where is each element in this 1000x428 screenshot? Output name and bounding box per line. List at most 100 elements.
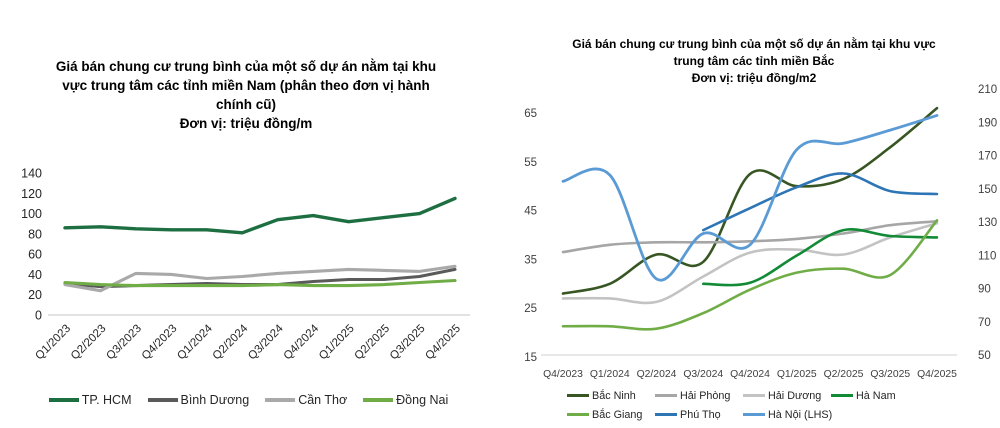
legend-item-Phú Thọ: Phú Thọ — [655, 405, 743, 424]
plot-area-south: 020406080100120140Q1/2023Q2/2023Q3/2023Q… — [21, 166, 470, 363]
legend-north: Bắc Ninh Hải Phòng Hải Dương Hà Nam Bắc Gian… — [567, 386, 967, 424]
legend-item-Hà Nội (LHS): Hà Nội (LHS) — [743, 405, 833, 424]
plot-area-north: 15 25 35 45 55 65 50 70 90 110 130 150 170 190 210 Q4/2… — [524, 84, 997, 380]
y-axis-left-tick-label: 65 — [524, 108, 537, 120]
x-axis-tick-label: Q3/2023 — [104, 323, 144, 363]
legend-swatch-Cần Thơ — [265, 398, 296, 402]
legend-item-Hà Nam: Hà Nam — [831, 386, 919, 405]
y-axis-right-tick-label: 70 — [978, 317, 991, 329]
y-axis-right-tick-label: 170 — [978, 151, 997, 163]
legend-label: Bắc Ninh — [592, 389, 636, 402]
legend-item-TP. HCM: TP. HCM — [48, 393, 132, 407]
series-line-Đồng Nai — [63, 278, 457, 288]
legend-swatch-TP. HCM — [48, 398, 79, 402]
x-axis-tick-label: Q3/2024 — [683, 369, 723, 380]
chart-south-title-block: Giá bán chung cư trung bình của một số d… — [52, 57, 440, 134]
legend-item-Cần Thơ: Cần Thơ — [265, 393, 347, 407]
x-axis-tick-label: Q4/2025 — [917, 369, 957, 380]
x-axis-tick-label: Q4/2023 — [543, 369, 583, 380]
legend-swatch-Bắc Ninh — [567, 394, 589, 397]
x-axis-tick-label: Q1/2024 — [590, 369, 630, 380]
chart-unit-label: Đơn vị: triệu đồng/m2 — [691, 71, 817, 86]
y-axis-right-tick-label: 90 — [978, 284, 991, 296]
x-axis-tick-label: Q2/2025 — [824, 369, 864, 380]
x-axis-tick-label: Q3/2025 — [388, 323, 428, 363]
y-axis-tick-label: 100 — [21, 207, 42, 221]
legend-label: Bắc Giang — [592, 408, 643, 421]
legend-label: Hải Phòng — [680, 389, 731, 402]
y-axis-right-tick-label: 210 — [978, 84, 997, 96]
y-axis-left-tick-label: 25 — [524, 303, 537, 315]
series-line-Hà Nam — [701, 228, 939, 287]
x-axis-tick-label: Q4/2023 — [140, 323, 180, 363]
series-line-Bắc Ninh — [561, 106, 939, 295]
x-axis-tick-label: Q3/2025 — [870, 369, 910, 380]
series-line-Bắc Giang — [561, 219, 939, 331]
legend-item-Hải Dương: Hải Dương — [743, 386, 831, 405]
y-axis-tick-label: 120 — [21, 187, 42, 201]
legend-item-Bình Dương: Bình Dương — [147, 393, 250, 407]
legend-swatch-Bắc Giang — [567, 413, 589, 416]
legend-item-Bắc Ninh: Bắc Ninh — [567, 386, 655, 405]
y-axis-right-tick-label: 150 — [978, 184, 997, 196]
legend-label: Hải Dương — [768, 389, 822, 402]
series-line-Cần Thơ — [63, 264, 457, 293]
x-axis-tick-label: Q2/2025 — [352, 323, 392, 363]
legend-item-Đồng Nai: Đồng Nai — [363, 393, 448, 407]
y-axis-left-tick-label: 15 — [524, 352, 537, 364]
y-axis-tick-label: 40 — [28, 268, 42, 282]
y-axis-right-tick-label: 110 — [978, 250, 996, 262]
series-line-Hà Nội (LHS) — [561, 114, 939, 282]
x-axis-tick-label: Q1/2025 — [317, 323, 357, 363]
x-axis-tick-label: Q1/2024 — [175, 322, 215, 362]
legend-item-Hải Phòng: Hải Phòng — [655, 386, 743, 405]
series-line-Hải Phòng — [561, 220, 939, 254]
legend-label: Bình Dương — [180, 393, 250, 407]
legend-swatch-Hải Phòng — [655, 394, 677, 397]
x-axis-tick-label: Q2/2024 — [211, 322, 251, 362]
legend-swatch-Hà Nội (LHS) — [743, 413, 765, 416]
legend-label: Phú Thọ — [680, 408, 721, 421]
x-axis-tick-label: Q1/2025 — [777, 369, 817, 380]
y-axis-right-tick-label: 190 — [978, 117, 997, 129]
legend-label: Hà Nam — [856, 389, 896, 402]
y-axis-tick-label: 140 — [21, 166, 42, 180]
y-axis-left-tick-label: 45 — [524, 206, 537, 218]
x-axis-tick-label: Q4/2024 — [730, 369, 770, 380]
x-axis-tick-label: Q4/2024 — [282, 322, 322, 362]
chart-north-region: Giá bán chung cư trung bình của một số d… — [497, 0, 1000, 428]
legend-label: TP. HCM — [81, 393, 132, 407]
legend-swatch-Hải Dương — [743, 394, 765, 397]
legend-swatch-Phú Thọ — [655, 413, 677, 416]
legend-item-Bắc Giang: Bắc Giang — [567, 405, 655, 424]
series-line-Phú Thọ — [701, 172, 939, 232]
x-axis-tick-label: Q2/2023 — [69, 323, 109, 363]
chart-title: Giá bán chung cư trung bình của một số d… — [572, 37, 936, 69]
legend-swatch-Bình Dương — [147, 398, 178, 402]
x-axis-tick-label: Q3/2024 — [246, 322, 286, 362]
legend-swatch-Hà Nam — [831, 394, 853, 397]
chart-unit-label: Đơn vị: triệu đồng/m — [179, 116, 313, 132]
legend-label: Cần Thơ — [298, 393, 348, 407]
chart-north-title-block: Giá bán chung cư trung bình của một số d… — [559, 36, 949, 87]
y-axis-right-tick-label: 50 — [978, 350, 991, 362]
y-axis-left-tick-label: 55 — [524, 157, 537, 169]
legend-label: Hà Nội (LHS) — [768, 408, 833, 421]
series-line-Hải Dương — [561, 222, 939, 305]
y-axis-left-tick-label: 35 — [524, 254, 537, 266]
series-line-TP. HCM — [63, 196, 457, 235]
y-axis-tick-label: 60 — [28, 248, 42, 262]
y-axis-tick-label: 20 — [28, 288, 42, 302]
legend-label: Đồng Nai — [396, 393, 449, 407]
x-axis-tick-label: Q2/2024 — [637, 369, 677, 380]
chart-south-region: Giá bán chung cư trung bình của một số d… — [0, 0, 497, 428]
x-axis-tick-label: Q1/2023 — [33, 323, 73, 363]
legend-south: TP. HCM Bình Dương Cần Thơ Đồng Nai — [0, 393, 497, 407]
y-axis-tick-label: 0 — [35, 309, 42, 323]
y-axis-tick-label: 80 — [28, 227, 42, 241]
chart-title: Giá bán chung cư trung bình của một số d… — [55, 59, 437, 113]
legend-swatch-Đồng Nai — [363, 398, 394, 402]
x-axis-tick-label: Q4/2025 — [423, 323, 463, 363]
y-axis-right-tick-label: 130 — [978, 217, 997, 229]
